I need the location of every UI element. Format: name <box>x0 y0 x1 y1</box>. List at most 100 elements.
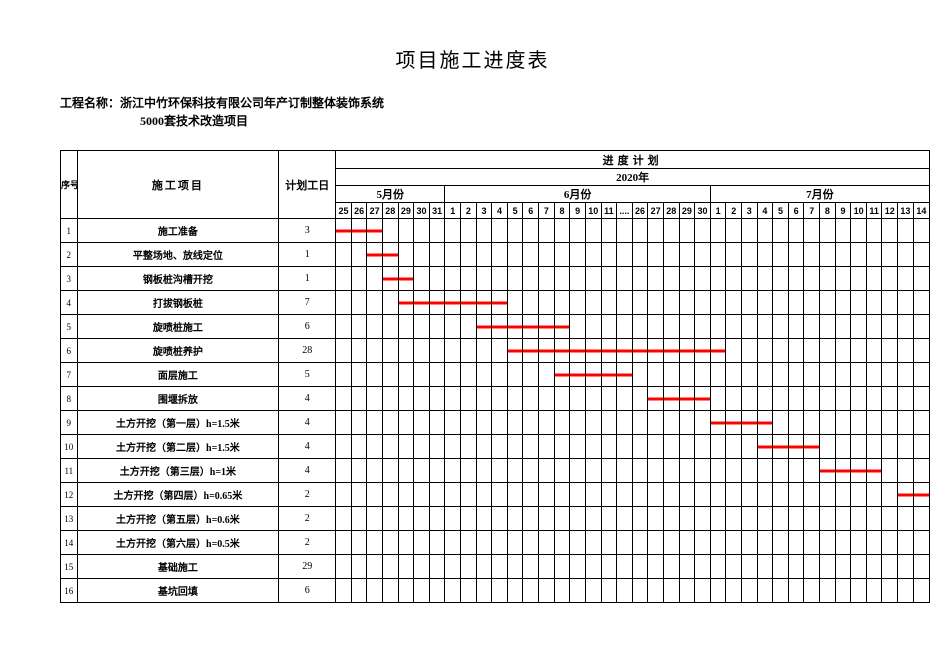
gantt-cell <box>913 459 929 483</box>
gantt-cell <box>570 243 586 267</box>
gantt-cell <box>710 267 726 291</box>
gantt-cell <box>726 507 742 531</box>
gantt-cell <box>663 483 679 507</box>
gantt-cell <box>742 483 758 507</box>
gantt-cell <box>726 387 742 411</box>
gantt-cell <box>429 483 445 507</box>
row-task-name: 土方开挖（第四层）h=0.65米 <box>77 483 279 507</box>
gantt-cell <box>663 291 679 315</box>
gantt-cell <box>648 339 664 363</box>
gantt-cell <box>492 315 508 339</box>
col-header-day: 9 <box>570 203 586 219</box>
gantt-cell <box>898 339 914 363</box>
gantt-cell <box>351 459 367 483</box>
gantt-cell <box>507 507 523 531</box>
gantt-cell <box>632 507 648 531</box>
gantt-cell <box>523 339 539 363</box>
gantt-cell <box>866 411 882 435</box>
gantt-cell <box>523 555 539 579</box>
gantt-cell <box>679 411 695 435</box>
gantt-cell <box>523 291 539 315</box>
gantt-cell <box>663 339 679 363</box>
gantt-cell <box>382 507 398 531</box>
gantt-cell <box>835 459 851 483</box>
gantt-chart: 序号施工项目计划工日进度计划2020年5月份6月份7月份252627282930… <box>60 150 930 603</box>
row-duration: 28 <box>279 339 336 363</box>
gantt-cell <box>507 267 523 291</box>
row-task-name: 旋喷桩养护 <box>77 339 279 363</box>
gantt-cell <box>679 507 695 531</box>
gantt-cell <box>663 507 679 531</box>
col-header-day: 26 <box>632 203 648 219</box>
gantt-cell <box>882 483 898 507</box>
gantt-cell <box>429 363 445 387</box>
gantt-cell <box>913 243 929 267</box>
gantt-cell <box>476 459 492 483</box>
col-header-day: 13 <box>898 203 914 219</box>
gantt-cell <box>726 435 742 459</box>
gantt-cell <box>773 363 789 387</box>
gantt-cell <box>710 555 726 579</box>
gantt-cell <box>461 243 477 267</box>
gantt-cell <box>523 579 539 603</box>
gantt-cell <box>866 339 882 363</box>
gantt-cell <box>788 579 804 603</box>
gantt-cell <box>336 243 352 267</box>
gantt-cell <box>695 291 711 315</box>
col-header-day: 10 <box>851 203 867 219</box>
row-duration: 6 <box>279 315 336 339</box>
col-header-day: 9 <box>835 203 851 219</box>
project-name-line2: 5000套技术改造项目 <box>140 112 248 129</box>
table-row: 7面层施工5 <box>61 363 930 387</box>
gantt-cell <box>820 387 836 411</box>
gantt-cell <box>632 579 648 603</box>
gantt-cell <box>351 507 367 531</box>
gantt-cell <box>663 459 679 483</box>
gantt-cell <box>429 387 445 411</box>
gantt-cell <box>882 435 898 459</box>
gantt-cell <box>788 363 804 387</box>
gantt-cell <box>476 387 492 411</box>
gantt-cell <box>523 435 539 459</box>
gantt-cell <box>913 531 929 555</box>
gantt-cell <box>835 339 851 363</box>
gantt-cell <box>492 243 508 267</box>
gantt-cell <box>476 219 492 243</box>
gantt-cell <box>554 483 570 507</box>
gantt-cell <box>648 291 664 315</box>
gantt-cell <box>835 507 851 531</box>
gantt-cell <box>882 315 898 339</box>
gantt-cell <box>398 579 414 603</box>
gantt-cell <box>398 267 414 291</box>
gantt-cell <box>523 411 539 435</box>
gantt-cell <box>679 363 695 387</box>
gantt-cell <box>679 267 695 291</box>
gantt-cell <box>539 555 555 579</box>
gantt-cell <box>336 363 352 387</box>
gantt-cell <box>757 291 773 315</box>
row-duration: 3 <box>279 219 336 243</box>
gantt-cell <box>882 363 898 387</box>
col-header-day: 7 <box>539 203 555 219</box>
gantt-cell <box>554 243 570 267</box>
col-header-day: 3 <box>476 203 492 219</box>
gantt-cell <box>632 483 648 507</box>
gantt-cell <box>461 531 477 555</box>
gantt-cell <box>773 435 789 459</box>
gantt-cell <box>445 219 461 243</box>
gantt-cell <box>835 219 851 243</box>
gantt-cell <box>695 507 711 531</box>
gantt-cell <box>913 363 929 387</box>
gantt-cell <box>336 531 352 555</box>
gantt-cell <box>585 387 601 411</box>
col-header-day: 5 <box>507 203 523 219</box>
gantt-cell <box>429 411 445 435</box>
gantt-cell <box>866 243 882 267</box>
gantt-cell <box>382 291 398 315</box>
gantt-cell <box>398 459 414 483</box>
gantt-cell <box>710 243 726 267</box>
gantt-cell <box>507 291 523 315</box>
gantt-cell <box>492 267 508 291</box>
gantt-cell <box>851 507 867 531</box>
gantt-cell <box>351 579 367 603</box>
